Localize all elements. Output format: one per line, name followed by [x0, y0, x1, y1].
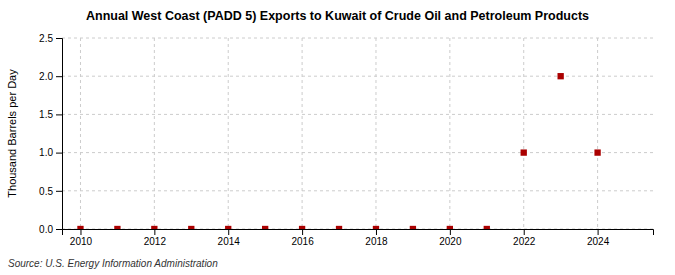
y-axis: 0.0 0.5 1.0 1.5 2.0 2.5 [39, 33, 62, 235]
point [262, 226, 268, 229]
x-tick-mark [376, 229, 377, 235]
point [225, 226, 231, 229]
x-tick-mark [154, 229, 155, 235]
y-tick: 0.5 [39, 186, 62, 197]
y-tick-mark [56, 153, 62, 154]
y-tick-label: 1.5 [39, 109, 53, 120]
point [114, 226, 120, 229]
x-tick-label: 2012 [144, 236, 167, 247]
point [336, 226, 342, 229]
x-tick-mark [450, 229, 451, 235]
y-tick: 2.5 [39, 33, 62, 44]
y-tick: 1.0 [39, 147, 62, 158]
grid [62, 38, 653, 229]
point [447, 226, 453, 229]
point [188, 226, 194, 229]
title: Annual West Coast (PADD 5) Exports to Ku… [86, 9, 589, 23]
x-axis: 2010 2012 2014 2016 2018 2020 2022 2024 [63, 229, 654, 247]
y-tick-label: 2.0 [39, 71, 53, 82]
point [410, 226, 416, 229]
point [77, 226, 83, 229]
y-grid-line [62, 190, 653, 191]
y-axis-line [56, 39, 63, 230]
point [373, 226, 379, 229]
x-tick: 2024 [587, 229, 610, 247]
point [521, 149, 527, 155]
y-tick-mark [56, 191, 62, 192]
x-tick-label: 2014 [218, 236, 241, 247]
x-tick-label: 2024 [587, 236, 610, 247]
y-tick: 0.0 [39, 224, 62, 235]
y-grid-line [62, 152, 653, 153]
x-tick: 2022 [513, 229, 536, 247]
point [484, 226, 490, 229]
x-grid-line [80, 38, 81, 229]
x-tick: 2012 [144, 229, 167, 247]
x-tick-mark [598, 229, 599, 235]
x-tick-label: 2010 [70, 236, 93, 247]
x-grid-line [597, 38, 598, 229]
x-grid-line [154, 38, 155, 229]
x-grid-line [375, 38, 376, 229]
x-tick: 2010 [70, 229, 93, 247]
x-tick-label: 2018 [365, 236, 388, 247]
point [151, 226, 157, 229]
x-grid-line [449, 38, 450, 229]
y-tick-mark [56, 114, 62, 115]
y-tick-label: 0.0 [39, 224, 53, 235]
x-tick: 2016 [291, 229, 314, 247]
point [557, 73, 563, 79]
x-tick-label: 2016 [291, 236, 314, 247]
y-axis-label: Thousand Barrels per Day [6, 69, 18, 198]
y-tick: 1.5 [39, 109, 62, 120]
x-axis-line [63, 230, 654, 236]
y-tick: 2.0 [39, 71, 62, 82]
x-tick: 2018 [365, 229, 388, 247]
x-tick-mark [524, 229, 525, 235]
x-tick-label: 2022 [513, 236, 536, 247]
points [77, 73, 600, 229]
x-tick: 2020 [439, 229, 462, 247]
y-tick-mark [56, 76, 62, 77]
x-tick-mark [228, 229, 229, 235]
y-tick-mark [56, 229, 62, 230]
y-grid-line [62, 76, 653, 77]
chart: 2010 2012 2014 2016 2018 2020 2022 2024 0.0 0.5 1.… [0, 0, 675, 275]
y-tick-mark [56, 38, 62, 39]
x-tick-mark [80, 229, 81, 235]
x-grid-line [523, 38, 524, 229]
x-grid-line [302, 38, 303, 229]
annotation: Source: U.S. Energy Information Administ… [8, 258, 218, 269]
y-tick-label: 2.5 [39, 33, 53, 44]
x-tick-mark [302, 229, 303, 235]
x-grid-line [228, 38, 229, 229]
point [299, 226, 305, 229]
y-tick-label: 0.5 [39, 186, 53, 197]
point [594, 149, 600, 155]
y-grid-line [62, 38, 653, 39]
y-grid-line [62, 114, 653, 115]
y-tick-label: 1.0 [39, 147, 53, 158]
x-tick: 2014 [218, 229, 241, 247]
plot-area: 2010 2012 2014 2016 2018 2020 2022 2024 0.0 0.5 1.… [39, 33, 653, 247]
x-tick-label: 2020 [439, 236, 462, 247]
